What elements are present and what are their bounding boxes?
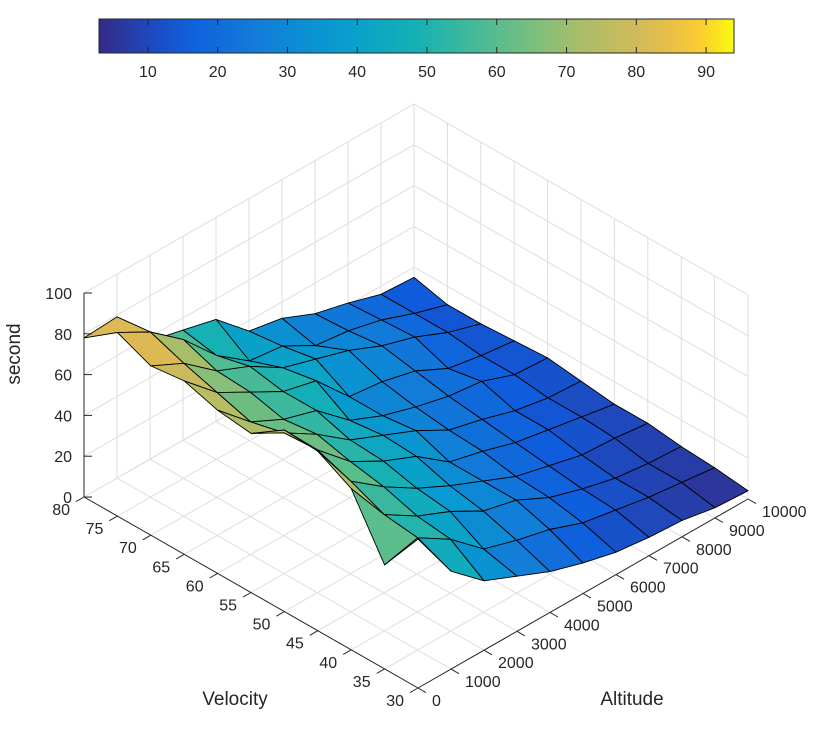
- z-tick-label: 0: [63, 490, 72, 507]
- floor-grid-line: [182, 439, 518, 632]
- y-tick-label: 4000: [564, 617, 600, 634]
- axis-lines: [75, 292, 757, 694]
- y-tick-label: 7000: [663, 561, 699, 578]
- y-tick-mark: [516, 630, 526, 637]
- x-tick-label: 75: [86, 521, 104, 538]
- y-tick-mark: [549, 611, 559, 618]
- x-tick-label: 35: [353, 674, 371, 691]
- y-tick-mark: [714, 517, 724, 523]
- x-tick-mark: [242, 592, 252, 598]
- grid-line: [83, 185, 749, 378]
- colorbar-tick-label: 20: [209, 64, 227, 81]
- y-tick-mark: [483, 649, 493, 656]
- x-tick-mark: [409, 687, 419, 694]
- grid-line: [83, 144, 749, 337]
- colorbar-tick-label: 70: [558, 64, 576, 81]
- y-tick-label: 10000: [762, 504, 807, 521]
- x-tick-label: 65: [152, 559, 170, 576]
- x-tick-mark: [142, 534, 152, 541]
- x-tick-mark: [75, 496, 85, 503]
- z-tick-label: 20: [54, 449, 72, 466]
- y-tick-label: 5000: [597, 599, 633, 616]
- x-tick-label: 60: [186, 578, 204, 595]
- y-tick-mark: [747, 498, 757, 505]
- y-tick-label: 8000: [696, 542, 732, 559]
- colorbar-tick-label: 90: [697, 64, 715, 81]
- surface-patch: [384, 537, 452, 572]
- x-tick-label: 30: [386, 693, 404, 710]
- tick-labels: 3035404550556065707580010002000300040005…: [45, 286, 806, 710]
- grid-line: [83, 103, 749, 296]
- y-tick-label: 1000: [465, 674, 501, 691]
- x-tick-mark: [109, 515, 118, 522]
- x-tick-label: 70: [119, 540, 137, 557]
- colorbar-tick-label: 50: [418, 64, 436, 81]
- z-tick-label: 40: [54, 408, 72, 425]
- x-tick-mark: [309, 630, 319, 636]
- colorbar-tick-label: 60: [488, 64, 506, 81]
- y-axis-label: Altitude: [600, 689, 663, 710]
- y-tick-label: 2000: [498, 655, 534, 672]
- x-tick-label: 45: [286, 636, 304, 653]
- grid-line: [83, 266, 749, 459]
- x-tick-mark: [175, 553, 185, 560]
- colorbar-tick-label: 40: [348, 64, 366, 81]
- x-tick-mark: [342, 649, 352, 655]
- x-tick-mark: [209, 572, 218, 579]
- colorbar: 10 20 30 40 50 60 70 80 90: [98, 18, 735, 81]
- x-axis-label: Velocity: [202, 689, 268, 710]
- y-tick-label: 9000: [729, 523, 765, 540]
- z-tick-label: 60: [54, 368, 72, 385]
- z-axis-label: second: [4, 323, 25, 384]
- z-tick-label: 100: [45, 286, 72, 303]
- colorbar-tick-label: 80: [627, 64, 645, 81]
- x-tick-mark: [276, 611, 285, 617]
- colorbar-tick-label: 10: [139, 64, 157, 81]
- x-tick-label: 55: [219, 598, 237, 615]
- z-tick-label: 80: [54, 327, 72, 344]
- x-tick-label: 40: [319, 655, 337, 672]
- colorbar-tick-label: 30: [279, 64, 297, 81]
- y-tick-label: 3000: [531, 636, 567, 653]
- y-tick-label: 0: [432, 693, 441, 710]
- y-tick-mark: [582, 593, 592, 599]
- y-tick-mark: [417, 687, 427, 694]
- y-tick-mark: [450, 668, 460, 675]
- y-tick-mark: [648, 555, 658, 561]
- floor-grid-line: [116, 477, 452, 670]
- colorbar-gradient: [98, 18, 735, 54]
- x-tick-label: 50: [253, 617, 271, 634]
- surface-patches: [83, 276, 749, 582]
- x-tick-mark: [376, 668, 385, 674]
- floor-grid-line: [149, 458, 485, 651]
- y-tick-label: 6000: [630, 580, 666, 597]
- x-tick-label: 80: [52, 502, 70, 519]
- y-tick-mark: [615, 574, 625, 580]
- y-tick-mark: [681, 536, 691, 542]
